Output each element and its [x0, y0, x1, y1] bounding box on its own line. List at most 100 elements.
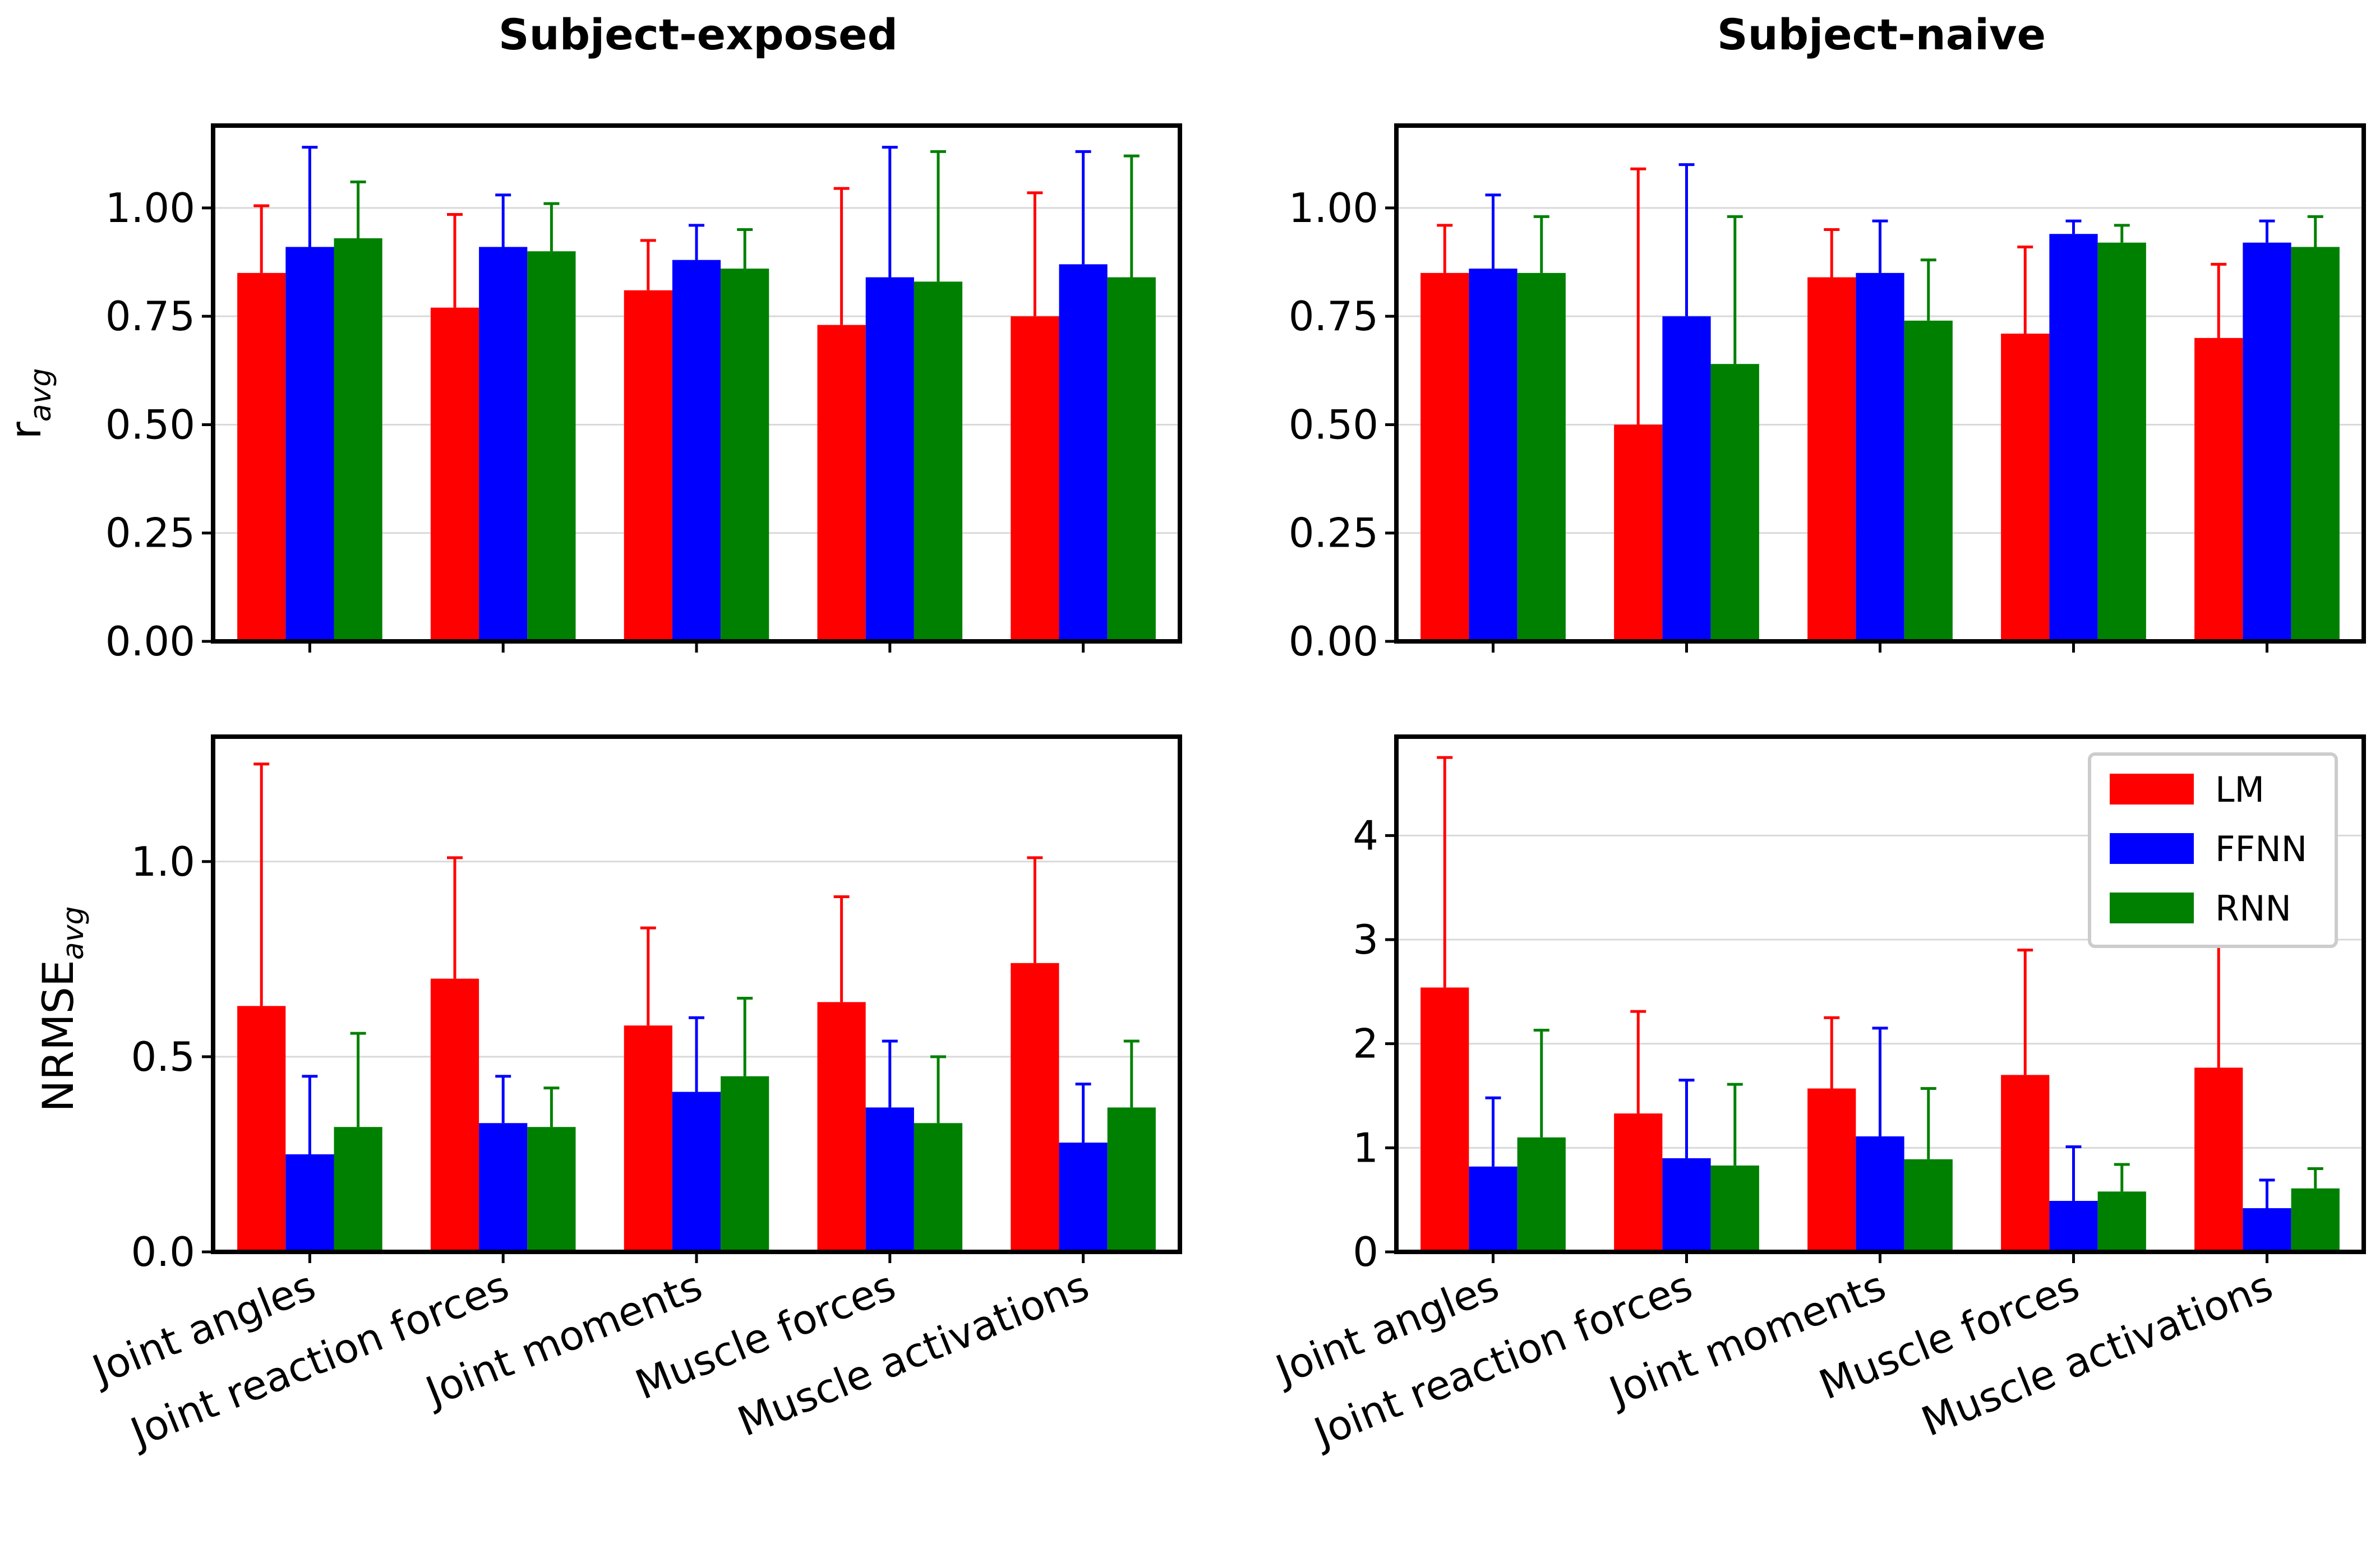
bar-lm-joint-moments: [1807, 277, 1856, 641]
legend-swatch-lm: [2110, 774, 2194, 805]
bar-ffnn-joint-angles: [285, 247, 334, 641]
panel-top-left: 0.00 0.25 0.50 0.75 1.00: [105, 123, 1182, 665]
ytick-label: 0.50: [1289, 401, 1378, 448]
ytick-label: 4: [1353, 812, 1378, 859]
bar-rnn-muscle-forces: [914, 281, 963, 641]
bar-lm-muscle-forces: [2001, 334, 2050, 641]
ytick-label: 0.75: [1289, 293, 1378, 340]
legend: LM FFNN RNN: [2088, 752, 2338, 948]
bar-lm-joint-reaction-forces: [430, 978, 479, 1252]
column-title-naive: Subject-naive: [1717, 10, 2046, 59]
column-title-exposed: Subject-exposed: [499, 10, 898, 59]
bar-rnn-muscle-activations: [1107, 1107, 1156, 1252]
ytick-label: 1.00: [1289, 184, 1378, 232]
bar-ffnn-joint-reaction-forces: [1662, 316, 1711, 641]
chart-panels: 0.000.250.500.751.000.000.250.500.751.00…: [84, 123, 2366, 1457]
plot-area: [237, 146, 1156, 641]
ytick-label: 1.0: [131, 838, 195, 885]
plot-area: [1420, 163, 2340, 641]
ytick-label: 1.00: [105, 184, 195, 232]
bar-rnn-joint-angles: [334, 238, 382, 641]
bar-ffnn-muscle-forces: [2049, 1201, 2098, 1252]
legend-label-ffnn: FFNN: [2215, 829, 2307, 870]
ytick-label: 0.00: [105, 618, 195, 665]
plot-area: [237, 762, 1156, 1252]
category-label-muscle-activations: Muscle activations: [731, 1262, 1095, 1445]
bar-lm-joint-moments: [1807, 1088, 1856, 1252]
ytick-label: 0.5: [131, 1033, 195, 1080]
bar-lm-muscle-activations: [2194, 338, 2243, 641]
bar-lm-joint-angles: [237, 1006, 286, 1252]
bar-ffnn-muscle-activations: [1059, 1143, 1108, 1252]
bar-lm-joint-angles: [237, 272, 286, 641]
bar-lm-muscle-forces: [817, 325, 866, 641]
bar-rnn-joint-reaction-forces: [1710, 1165, 1759, 1252]
panel-top-right: 0.00 0.25 0.50 0.75 1.00: [1289, 123, 2366, 665]
bar-lm-muscle-activations: [2194, 1067, 2243, 1252]
ytick-label: 3: [1353, 916, 1378, 963]
bar-rnn-joint-angles: [334, 1127, 382, 1252]
legend-swatch-ffnn: [2110, 833, 2194, 864]
bar-ffnn-muscle-activations: [1059, 264, 1108, 641]
legend-swatch-rnn: [2110, 893, 2194, 923]
ylabel-nrmse-avg: NRMSEavg: [33, 906, 90, 1112]
ytick-label: 0.50: [105, 401, 195, 448]
ylabel-r-avg: ravg: [1, 368, 58, 440]
bar-lm-joint-reaction-forces: [1614, 1113, 1663, 1252]
bar-lm-muscle-forces: [2001, 1075, 2050, 1252]
plot-area: [1420, 756, 2340, 1252]
ytick-label: 0.25: [105, 510, 195, 557]
ylabel-nrmse-avg-main: NRMSE: [33, 960, 83, 1112]
bar-lm-joint-moments: [624, 290, 672, 641]
bar-ffnn-joint-moments: [672, 1092, 721, 1252]
bar-rnn-joint-moments: [721, 269, 769, 641]
bar-rnn-joint-reaction-forces: [527, 251, 576, 641]
bar-rnn-joint-moments: [1904, 1159, 1953, 1252]
bar-ffnn-joint-moments: [1856, 272, 1904, 641]
ytick-label: 0.0: [131, 1228, 195, 1275]
legend-label-rnn: RNN: [2215, 888, 2291, 929]
bar-rnn-joint-reaction-forces: [527, 1127, 576, 1252]
bar-ffnn-joint-moments: [1856, 1136, 1904, 1252]
bar-lm-joint-reaction-forces: [1614, 424, 1663, 641]
ytick-label: 0.25: [1289, 510, 1378, 557]
category-label-muscle-activations: Muscle activations: [1915, 1262, 2279, 1445]
bar-ffnn-joint-moments: [672, 260, 721, 641]
bar-rnn-muscle-forces: [914, 1123, 963, 1252]
bar-rnn-muscle-activations: [2291, 1188, 2340, 1252]
bar-lm-joint-angles: [1420, 987, 1469, 1252]
bar-lm-joint-moments: [624, 1025, 672, 1252]
bar-lm-joint-reaction-forces: [430, 307, 479, 641]
ytick-label: 0.00: [1289, 618, 1378, 665]
bar-rnn-joint-moments: [721, 1076, 769, 1252]
bar-ffnn-joint-reaction-forces: [479, 1123, 528, 1252]
ytick-label: 2: [1353, 1020, 1378, 1067]
bar-rnn-muscle-activations: [1107, 277, 1156, 641]
bar-lm-muscle-forces: [817, 1002, 866, 1252]
bar-rnn-joint-angles: [1517, 272, 1566, 641]
ytick-label: 1: [1353, 1124, 1378, 1171]
ytick-label: 0: [1353, 1228, 1378, 1275]
ytick-label: 0.75: [105, 293, 195, 340]
bar-ffnn-joint-reaction-forces: [1662, 1158, 1711, 1252]
bar-ffnn-muscle-activations: [2243, 242, 2291, 641]
bar-ffnn-muscle-forces: [2049, 234, 2098, 641]
bar-ffnn-joint-angles: [1469, 269, 1518, 641]
ylabel-r-avg-sub: avg: [24, 368, 58, 422]
bar-ffnn-muscle-activations: [2243, 1208, 2291, 1252]
bar-lm-muscle-activations: [1011, 316, 1059, 641]
bar-rnn-joint-reaction-forces: [1710, 364, 1759, 641]
bar-ffnn-joint-reaction-forces: [479, 247, 528, 641]
bar-ffnn-joint-angles: [285, 1154, 334, 1252]
bar-rnn-muscle-forces: [2097, 1191, 2146, 1252]
bar-rnn-joint-angles: [1517, 1137, 1566, 1252]
bar-ffnn-muscle-forces: [865, 1107, 914, 1252]
ylabel-r-avg-main: r: [1, 421, 50, 439]
bar-rnn-muscle-forces: [2097, 242, 2146, 641]
bar-lm-muscle-activations: [1011, 963, 1059, 1252]
bar-ffnn-joint-angles: [1469, 1166, 1518, 1252]
legend-label-lm: LM: [2215, 769, 2264, 810]
ylabel-nrmse-avg-sub: avg: [57, 906, 90, 960]
